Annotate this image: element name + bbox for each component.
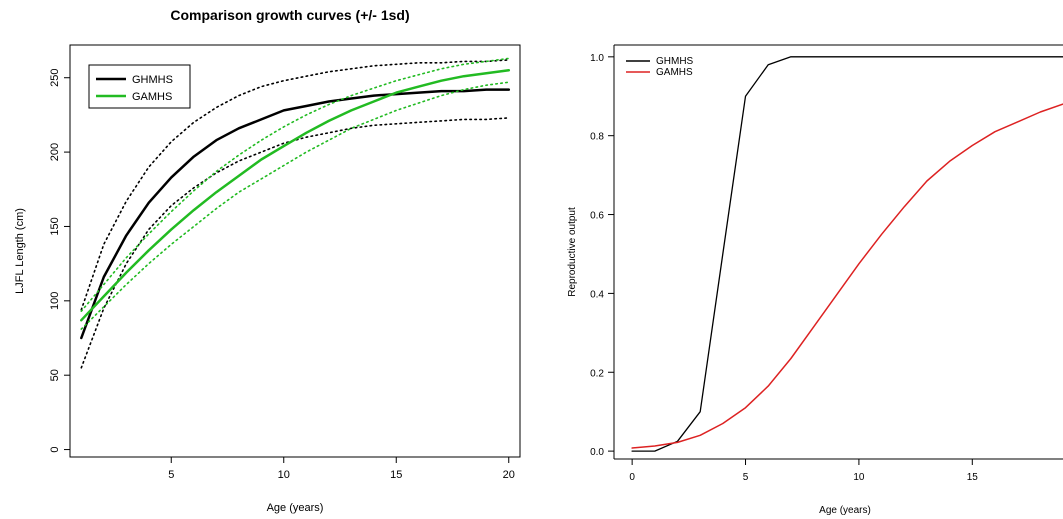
growth-curves-chart: Comparison growth curves (+/- 1sd) 5 10 15… xyxy=(14,7,521,514)
x-tick-label: 10 xyxy=(853,472,865,483)
series-line-0 xyxy=(80,88,511,340)
legend-label-ghmhs: GHMHS xyxy=(132,74,173,86)
y-axis-label: Reproductive output xyxy=(567,207,578,297)
x-tick-label: 15 xyxy=(390,469,402,481)
series-lines xyxy=(631,56,1063,452)
series-line-2-sd-bound xyxy=(80,117,510,369)
legend-label-gamhs: GAMHS xyxy=(656,67,693,78)
y-tick-label: 0.0 xyxy=(590,447,604,458)
x-tick-label: 20 xyxy=(503,469,515,481)
x-tick-label: 10 xyxy=(278,469,290,481)
y-tick-label: 250 xyxy=(49,69,61,87)
y-tick-label: 200 xyxy=(49,143,61,161)
x-axis-label: Age (years) xyxy=(819,505,871,516)
y-tick-label: 0.4 xyxy=(590,289,604,300)
x-tick-label: 15 xyxy=(967,472,979,483)
x-axis-label: Age (years) xyxy=(267,502,324,514)
series-lines xyxy=(80,57,511,369)
series-line-1-sd-bound xyxy=(80,59,510,311)
x-tick-label: 5 xyxy=(743,472,749,483)
series-line-5-sd-bound xyxy=(80,81,510,330)
series-line-0 xyxy=(631,56,1063,452)
y-tick-label: 0.6 xyxy=(590,211,604,222)
x-tick-label: 0 xyxy=(629,472,635,483)
legend-label-gamhs: GAMHS xyxy=(132,91,172,103)
legend-box xyxy=(88,64,191,109)
y-tick-label: 150 xyxy=(49,217,61,235)
y-axis-label: LJFL Length (cm) xyxy=(14,208,26,294)
legend: GHMHS GAMHS xyxy=(626,56,694,78)
y-tick-label: 0 xyxy=(49,447,61,453)
y-tick-label: 100 xyxy=(49,292,61,310)
series-line-3 xyxy=(80,69,511,322)
series-line-1 xyxy=(631,103,1063,449)
legend-label-ghmhs: GHMHS xyxy=(656,56,694,67)
plot-frame xyxy=(69,44,521,458)
chart-title: Comparison growth curves (+/- 1sd) xyxy=(170,7,409,23)
reproductive-output-chart: 0 5 10 15 0.0 0.2 0.4 0.6 0.8 1.0 Age (years) Rep… xyxy=(567,44,1063,516)
x-tick-label: 5 xyxy=(168,469,174,481)
y-tick-label: 50 xyxy=(49,369,61,381)
legend: GHMHS GAMHS xyxy=(88,64,191,109)
y-tick-label: 0.2 xyxy=(590,368,604,379)
y-tick-label: 1.0 xyxy=(590,53,604,64)
y-tick-label: 0.8 xyxy=(590,132,604,143)
series-line-4-sd-bound xyxy=(80,57,510,313)
axis-ticks: 0 5 10 15 0.0 0.2 0.4 0.6 0.8 1.0 xyxy=(590,53,978,483)
